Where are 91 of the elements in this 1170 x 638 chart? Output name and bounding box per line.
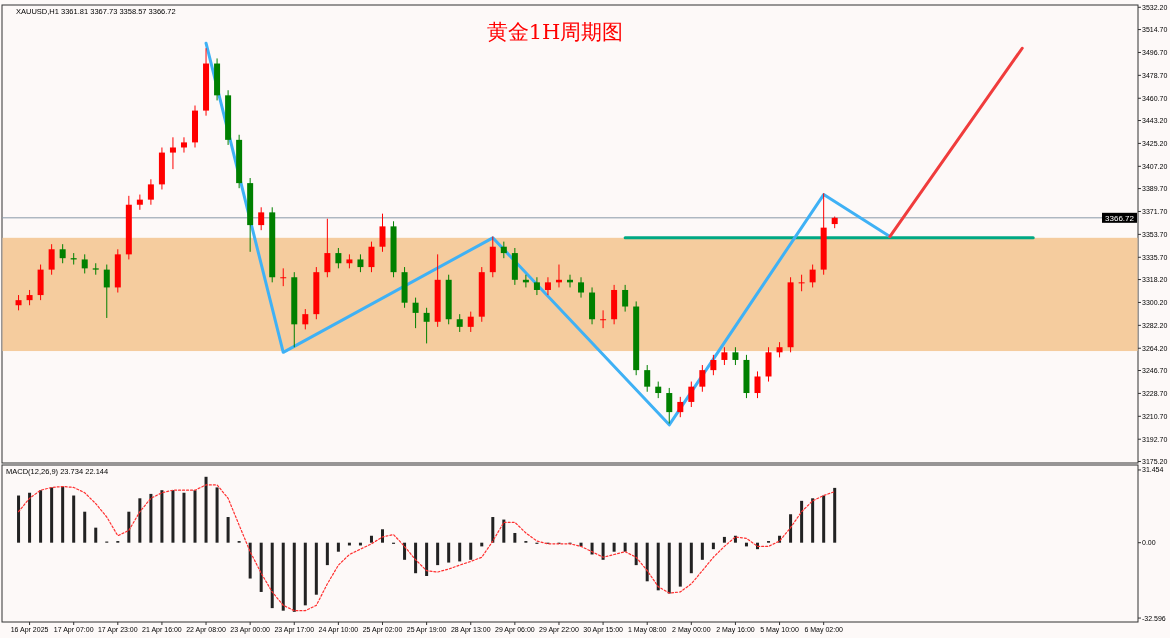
bar: [722, 536, 726, 543]
candlestick: [136, 194, 143, 211]
bar: [800, 500, 804, 543]
bar: [127, 511, 131, 543]
candlestick: [147, 178, 154, 206]
bar: [28, 492, 32, 543]
bar: [303, 542, 307, 606]
bar: [182, 492, 186, 543]
bar: [325, 542, 329, 566]
candlestick: [533, 276, 540, 296]
bar: [336, 542, 340, 552]
bar: [811, 498, 815, 543]
bar: [711, 542, 715, 550]
candlestick: [688, 381, 695, 408]
candlestick: [677, 396, 684, 418]
ref-line-label: 3366.72: [1105, 213, 1135, 223]
bar: [502, 519, 506, 543]
line-series: [17, 484, 836, 612]
bar: [94, 527, 98, 543]
candlestick: [809, 264, 816, 288]
bar: [822, 495, 826, 543]
candlestick: [699, 364, 706, 393]
bar: [458, 542, 462, 562]
bar: [425, 542, 429, 576]
bar: [72, 495, 76, 543]
candlestick: [103, 264, 110, 319]
candlestick: [622, 284, 629, 313]
bar: [623, 542, 627, 552]
candlestick: [467, 311, 474, 333]
bar: [226, 517, 230, 543]
candlestick: [180, 136, 187, 154]
bar: [204, 476, 208, 543]
bar: [436, 542, 440, 566]
bar: [833, 487, 837, 543]
candlestick: [169, 136, 176, 170]
candlestick: [324, 218, 331, 278]
bar: [39, 490, 43, 543]
text: 黄金1H周期图: [486, 20, 624, 44]
candlestick: [754, 370, 761, 399]
bar: [634, 542, 638, 566]
candlestick: [544, 276, 551, 296]
candlestick: [578, 276, 585, 299]
candlestick: [710, 354, 717, 376]
bar: [160, 490, 164, 543]
candlestick: [48, 243, 55, 276]
candlestick: [302, 308, 309, 330]
bar: [369, 535, 373, 543]
candlestick: [368, 241, 375, 273]
bar: [83, 511, 87, 543]
candlestick: [600, 309, 607, 329]
bar: [447, 542, 451, 563]
bar: [469, 542, 473, 560]
bar: [292, 542, 296, 612]
bar: [17, 495, 21, 543]
bar: [149, 493, 153, 543]
bar: [601, 542, 605, 560]
bar: [414, 542, 418, 574]
bar: [259, 542, 263, 592]
bar: [645, 542, 649, 582]
bar: [248, 542, 252, 579]
bar: [138, 498, 142, 543]
candlestick: [666, 387, 673, 425]
candlestick: [423, 307, 430, 344]
bar: [270, 542, 274, 609]
bar: [689, 542, 693, 574]
candlestick: [412, 297, 419, 329]
bar: [612, 542, 616, 552]
bar: [281, 542, 285, 611]
bar: [50, 487, 54, 543]
candlestick: [258, 206, 265, 231]
bar: [381, 529, 385, 543]
bar: [700, 542, 704, 560]
candlestick: [92, 262, 99, 276]
candlestick: [59, 243, 66, 264]
bar: [215, 487, 219, 543]
line-series: [204, 41, 892, 427]
bar: [171, 490, 175, 543]
bar: [61, 486, 65, 543]
bar: [491, 517, 495, 543]
bar: [667, 542, 671, 594]
candlestick: [644, 364, 651, 393]
bar: [513, 532, 517, 543]
bar: [656, 542, 660, 591]
bar: [193, 490, 197, 543]
candlestick: [379, 213, 386, 253]
bar: [678, 542, 682, 587]
bar: [314, 542, 318, 595]
candlestick: [335, 247, 342, 269]
candlestick: [280, 267, 287, 287]
bar: [789, 514, 793, 543]
candlestick: [81, 253, 88, 274]
